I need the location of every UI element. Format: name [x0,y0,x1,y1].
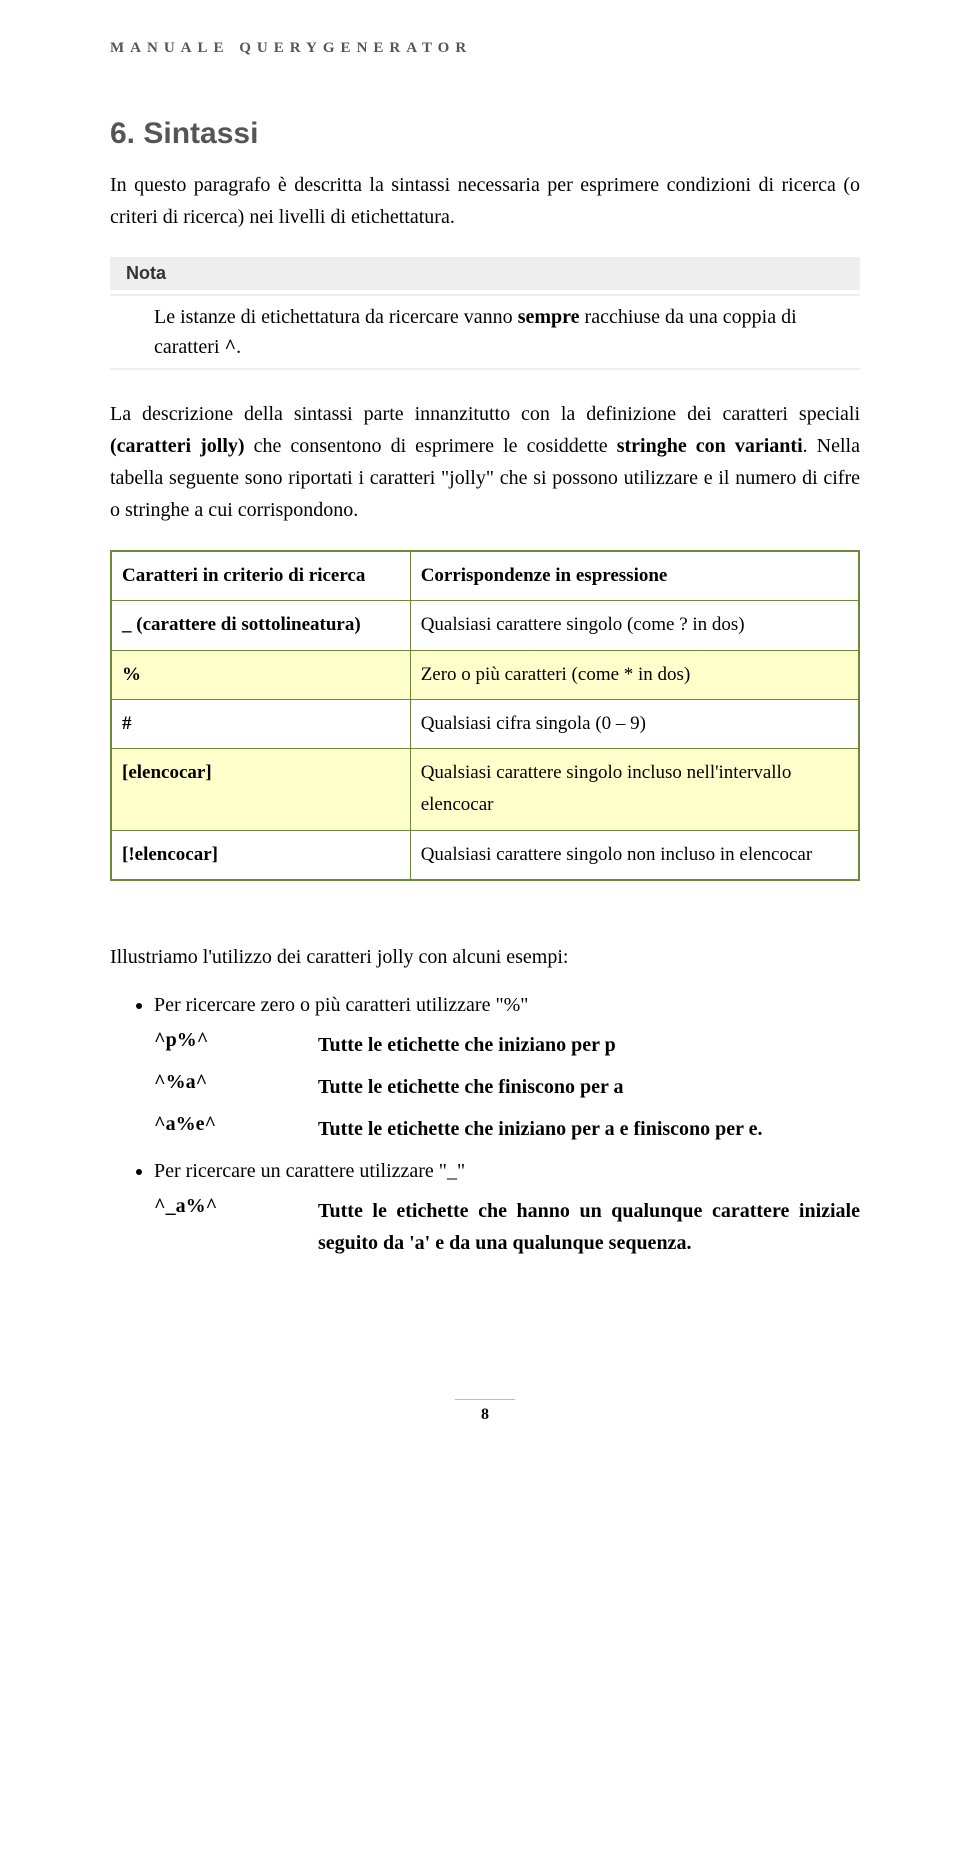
intro-paragraph: In questo paragrafo è descritta la sinta… [110,169,860,233]
note-text-pre: Le istanze di etichettatura da ricercare… [154,306,518,328]
table-cell-right: Zero o più caratteri (come * in dos) [410,650,859,699]
bullet-text: Per ricercare un carattere utilizzare "_… [154,1160,465,1182]
table-row: # Qualsiasi cifra singola (0 – 9) [111,699,859,748]
p2-pre: La descrizione della sintassi parte inna… [110,403,860,425]
jolly-table: Caratteri in criterio di ricerca Corrisp… [110,550,860,881]
table-row: % Zero o più caratteri (come * in dos) [111,650,859,699]
list-item: Per ricercare zero o più caratteri utili… [154,989,860,1021]
example-grid: ^p%^ Tutte le etichette che iniziano per… [154,1029,860,1145]
note-title: Nota [126,263,166,283]
running-header: MANUALE QUERYGENERATOR [110,40,860,57]
table-cell-left: [elencocar] [111,749,410,831]
table-cell-left: _ (carattere di sottolineatura) [111,601,410,650]
p2-mid: che consentono di esprimere le cosiddett… [245,435,617,457]
example-desc: Tutte le etichette che iniziano per a e … [318,1113,860,1145]
examples-list: Per ricercare un carattere utilizzare "_… [110,1155,860,1187]
example-desc: Tutte le etichette che iniziano per p [318,1029,860,1061]
table-cell-left: % [111,650,410,699]
description-paragraph: La descrizione della sintassi parte inna… [110,398,860,526]
example-desc: Tutte le etichette che finiscono per a [318,1071,860,1103]
table-cell-left: [!elencocar] [111,830,410,880]
list-item: Per ricercare un carattere utilizzare "_… [154,1155,860,1187]
examples-list: Per ricercare zero o più caratteri utili… [110,989,860,1021]
note-text-bold: sempre [518,306,580,328]
table-row: [!elencocar] Qualsiasi carattere singolo… [111,830,859,880]
example-pattern: ^a%e^ [154,1113,294,1145]
table-head-left: Caratteri in criterio di ricerca [111,551,410,601]
table-cell-right: Qualsiasi carattere singolo incluso nell… [410,749,859,831]
note-text-end: . [236,336,241,358]
table-cell-right: Qualsiasi carattere singolo non incluso … [410,830,859,880]
example-pattern: ^p%^ [154,1029,294,1061]
p2-bold: (caratteri jolly) [110,435,245,457]
p2-bold2: stringhe con varianti [617,435,803,457]
example-pattern: ^_a%^ [154,1195,294,1259]
table-row: [elencocar] Qualsiasi carattere singolo … [111,749,859,831]
table-cell-right: Qualsiasi carattere singolo (come ? in d… [410,601,859,650]
examples-intro: Illustriamo l'utilizzo dei caratteri jol… [110,941,860,973]
table-cell-right: Qualsiasi cifra singola (0 – 9) [410,699,859,748]
section-heading: 6. Sintassi [110,117,860,151]
note-body: Le istanze di etichettatura da ricercare… [110,294,860,370]
note-title-box: Nota [110,257,860,290]
example-desc: Tutte le etichette che hanno un qualunqu… [318,1195,860,1259]
table-cell-left: # [111,699,410,748]
example-grid: ^_a%^ Tutte le etichette che hanno un qu… [154,1195,860,1259]
table-head-right: Corrispondenze in espressione [410,551,859,601]
page-container: MANUALE QUERYGENERATOR 6. Sintassi In qu… [0,0,960,1464]
bullet-text: Per ricercare zero o più caratteri utili… [154,994,528,1016]
page-number: 8 [455,1399,515,1424]
table-row: _ (carattere di sottolineatura) Qualsias… [111,601,859,650]
note-caret: ^ [225,336,237,358]
example-pattern: ^%a^ [154,1071,294,1103]
table-header-row: Caratteri in criterio di ricerca Corrisp… [111,551,859,601]
